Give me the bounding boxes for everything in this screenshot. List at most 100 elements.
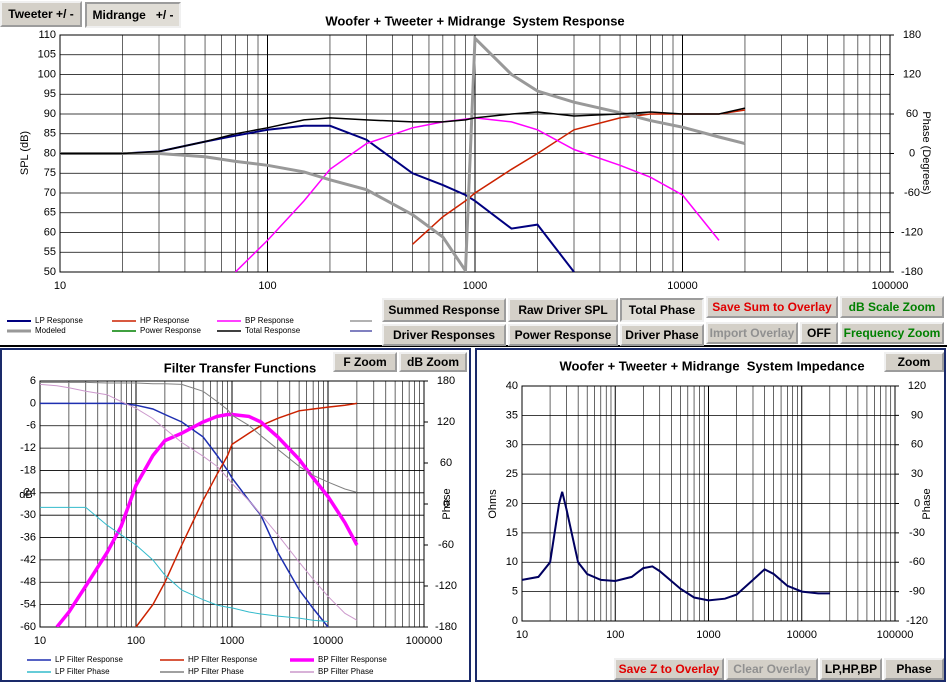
y-tick-label: -48 <box>20 576 36 588</box>
phase-button[interactable]: Phase <box>884 658 944 680</box>
save-sum-button[interactable]: Save Sum to Overlay <box>706 296 838 318</box>
y-tick-label: 75 <box>44 167 56 179</box>
y2-tick-label: 30 <box>911 468 923 480</box>
y2-tick-label: 0 <box>909 147 915 159</box>
y-axis-label: Ohms <box>487 489 499 519</box>
y-tick-label: -24 <box>20 487 36 499</box>
right-panel <box>475 348 946 682</box>
raw-spl-button[interactable]: Raw Driver SPL <box>508 298 618 322</box>
tweeter-button[interactable]: Tweeter +/ - <box>0 1 82 27</box>
series-line <box>135 402 358 627</box>
y-axis-label: dB <box>19 489 32 501</box>
lphpbp-button[interactable]: LP,HP,BP <box>820 658 882 680</box>
series-line <box>522 491 830 602</box>
legend-label: LP Filter Response <box>55 655 123 664</box>
y2-axis-label: Phase (Degrees) <box>920 111 932 194</box>
x-tick-label: 100 <box>606 629 624 641</box>
y2-tick-label: 60 <box>911 439 923 451</box>
y-tick-label: 10 <box>506 556 518 568</box>
driver-responses-button[interactable]: Driver Responses <box>382 324 506 346</box>
x-tick-label: 10000 <box>786 629 817 641</box>
y-tick-label: 60 <box>44 226 56 238</box>
legend-label: BP Filter Phase <box>318 667 374 676</box>
y2-tick-label: 60 <box>906 108 918 120</box>
left-panel <box>0 348 471 682</box>
zoom-button[interactable]: Zoom <box>884 352 944 372</box>
y2-tick-label: -120 <box>435 580 457 592</box>
x-tick-label: 100000 <box>877 629 914 641</box>
y2-tick-label: 60 <box>440 457 452 469</box>
x-tick-label: 100000 <box>872 280 909 292</box>
series-line <box>55 412 359 627</box>
import-overlay-button[interactable]: Import Overlay <box>706 322 798 344</box>
power-response-button[interactable]: Power Response <box>508 324 618 346</box>
frequency-zoom-button[interactable]: Frequency Zoom <box>840 322 944 344</box>
y-tick-label: 40 <box>506 380 518 392</box>
plot-frame <box>39 380 425 628</box>
legend-label: HP Filter Phase <box>188 667 244 676</box>
y2-tick-label: -30 <box>909 527 925 539</box>
y-tick-label: -30 <box>20 509 36 521</box>
y2-tick-label: 90 <box>911 409 923 421</box>
y-tick-label: 50 <box>44 266 56 278</box>
y2-tick-label: 0 <box>443 498 449 510</box>
chart-title: Woofer + Tweeter + Midrange System Imped… <box>559 358 864 373</box>
y2-tick-label: 0 <box>914 497 920 509</box>
y2-tick-label: -180 <box>901 266 923 278</box>
y2-tick-label: -60 <box>438 539 454 551</box>
legend-label: Modeled <box>35 326 66 335</box>
total-phase-button[interactable]: Total Phase <box>620 298 704 322</box>
legend-label: HP Filter Response <box>188 655 258 664</box>
x-tick-label: 1000 <box>696 629 720 641</box>
y2-tick-label: -120 <box>901 226 923 238</box>
y2-tick-label: 120 <box>903 68 921 80</box>
x-tick-label: 100000 <box>406 635 443 647</box>
legend-label: Total Response <box>245 326 301 335</box>
y-axis-label: SPL (dB) <box>19 131 31 175</box>
legend-label: HP Response <box>140 316 190 325</box>
y2-tick-label: 120 <box>908 380 926 392</box>
clear-overlay-button[interactable]: Clear Overlay <box>726 658 818 680</box>
midrange-button[interactable]: Midrange +/ - <box>85 2 181 28</box>
y2-tick-label: 120 <box>437 416 455 428</box>
chart-title: Filter Transfer Functions <box>164 360 316 375</box>
x-tick-label: 10000 <box>667 280 698 292</box>
legend-label: LP Filter Phase <box>55 667 110 676</box>
x-tick-label: 10 <box>516 629 528 641</box>
series-line <box>60 107 746 155</box>
y2-axis-label: Phase <box>441 488 453 519</box>
y-tick-label: 0 <box>512 615 518 627</box>
y-tick-label: 35 <box>506 409 518 421</box>
y-tick-label: -54 <box>20 599 36 611</box>
y-tick-label: 0 <box>30 397 36 409</box>
y-tick-label: -18 <box>20 464 36 476</box>
y2-tick-label: -60 <box>909 556 925 568</box>
x-tick-label: 1000 <box>463 280 487 292</box>
legend-label: LP Response <box>35 316 83 325</box>
y-tick-label: 100 <box>38 68 56 80</box>
legend-label: Power Response <box>140 326 201 335</box>
y2-axis-label: Phase <box>921 488 933 519</box>
y2-tick-label: 180 <box>437 375 455 387</box>
db-zoom-small-button[interactable]: dB Zoom <box>399 352 467 372</box>
y-tick-label: 70 <box>44 187 56 199</box>
x-tick-label: 10 <box>54 280 66 292</box>
y-tick-label: 95 <box>44 88 56 100</box>
x-tick-label: 100 <box>127 635 145 647</box>
save-z-button[interactable]: Save Z to Overlay <box>614 658 724 680</box>
y2-tick-label: -180 <box>435 621 457 633</box>
x-tick-label: 1000 <box>220 635 244 647</box>
f-zoom-button[interactable]: F Zoom <box>333 352 397 372</box>
series-line <box>60 35 746 272</box>
db-zoom-button[interactable]: dB Scale Zoom <box>840 296 944 318</box>
y2-tick-label: 180 <box>903 29 921 41</box>
off-button[interactable]: OFF <box>800 322 838 344</box>
y-tick-label: -60 <box>20 621 36 633</box>
driver-phase-button[interactable]: Driver Phase <box>620 324 704 346</box>
plot-frame <box>521 385 896 622</box>
y-tick-label: -6 <box>26 420 36 432</box>
y-tick-label: 5 <box>512 586 518 598</box>
y-tick-label: -42 <box>20 554 36 566</box>
y2-tick-label: -120 <box>906 615 928 627</box>
summed-button[interactable]: Summed Response <box>382 298 506 322</box>
